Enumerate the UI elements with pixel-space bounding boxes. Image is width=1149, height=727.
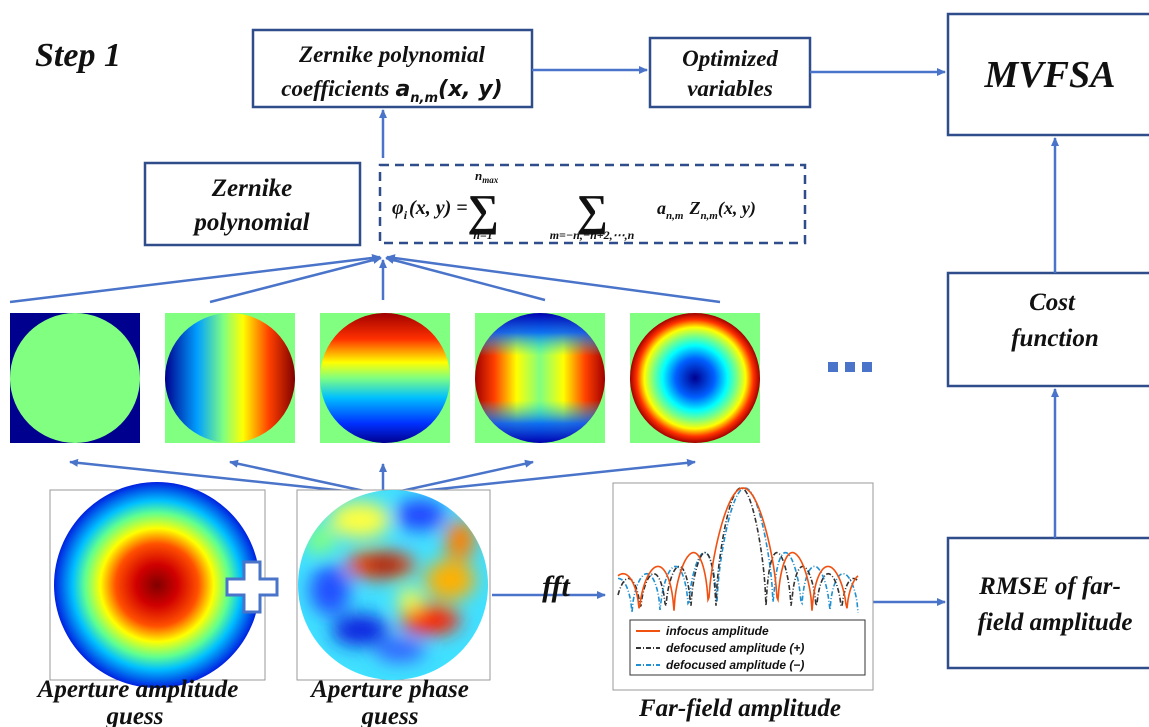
node-label: function [1011, 325, 1099, 352]
box [948, 538, 1149, 668]
caption: Far-field amplitude [638, 695, 841, 722]
diagram: Step 1 Zernike polynomial coefficientsan… [0, 0, 1149, 727]
formula: φi(x, y) = ∑ n=1 nmax ∑ m=−n,−n+2,⋯,n an… [392, 168, 756, 242]
node-label: polynomial [192, 209, 309, 236]
node-label: Optimized [682, 46, 778, 71]
node-label: MVFSA [984, 54, 1116, 96]
legend-label: infocus amplitude [666, 624, 769, 638]
formula-part: m=−n,−n+2,⋯,n [550, 228, 635, 242]
zernike-images [10, 313, 872, 443]
fft-label: fft [542, 570, 571, 603]
caption: Aperture phase [309, 676, 469, 703]
formula-part: φi(x, y) = [392, 197, 468, 222]
formula-part: nmax [475, 168, 499, 185]
caption: guess [106, 703, 164, 727]
node-label: Zernike polynomial [298, 42, 486, 67]
formula-part: n=1 [473, 228, 493, 242]
node-label: Cost [1029, 289, 1076, 316]
caption: guess [361, 703, 419, 727]
caption: Aperture amplitude [36, 676, 239, 703]
legend-label: defocused amplitude (+) [666, 641, 804, 655]
node-label: field amplitude [978, 609, 1133, 636]
legend-label: defocused amplitude (−) [666, 658, 804, 672]
node-label: variables [687, 76, 773, 101]
node-label: Zernike [211, 175, 293, 202]
node-label: RMSE of far- [978, 573, 1121, 600]
step-title: Step 1 [35, 37, 121, 74]
